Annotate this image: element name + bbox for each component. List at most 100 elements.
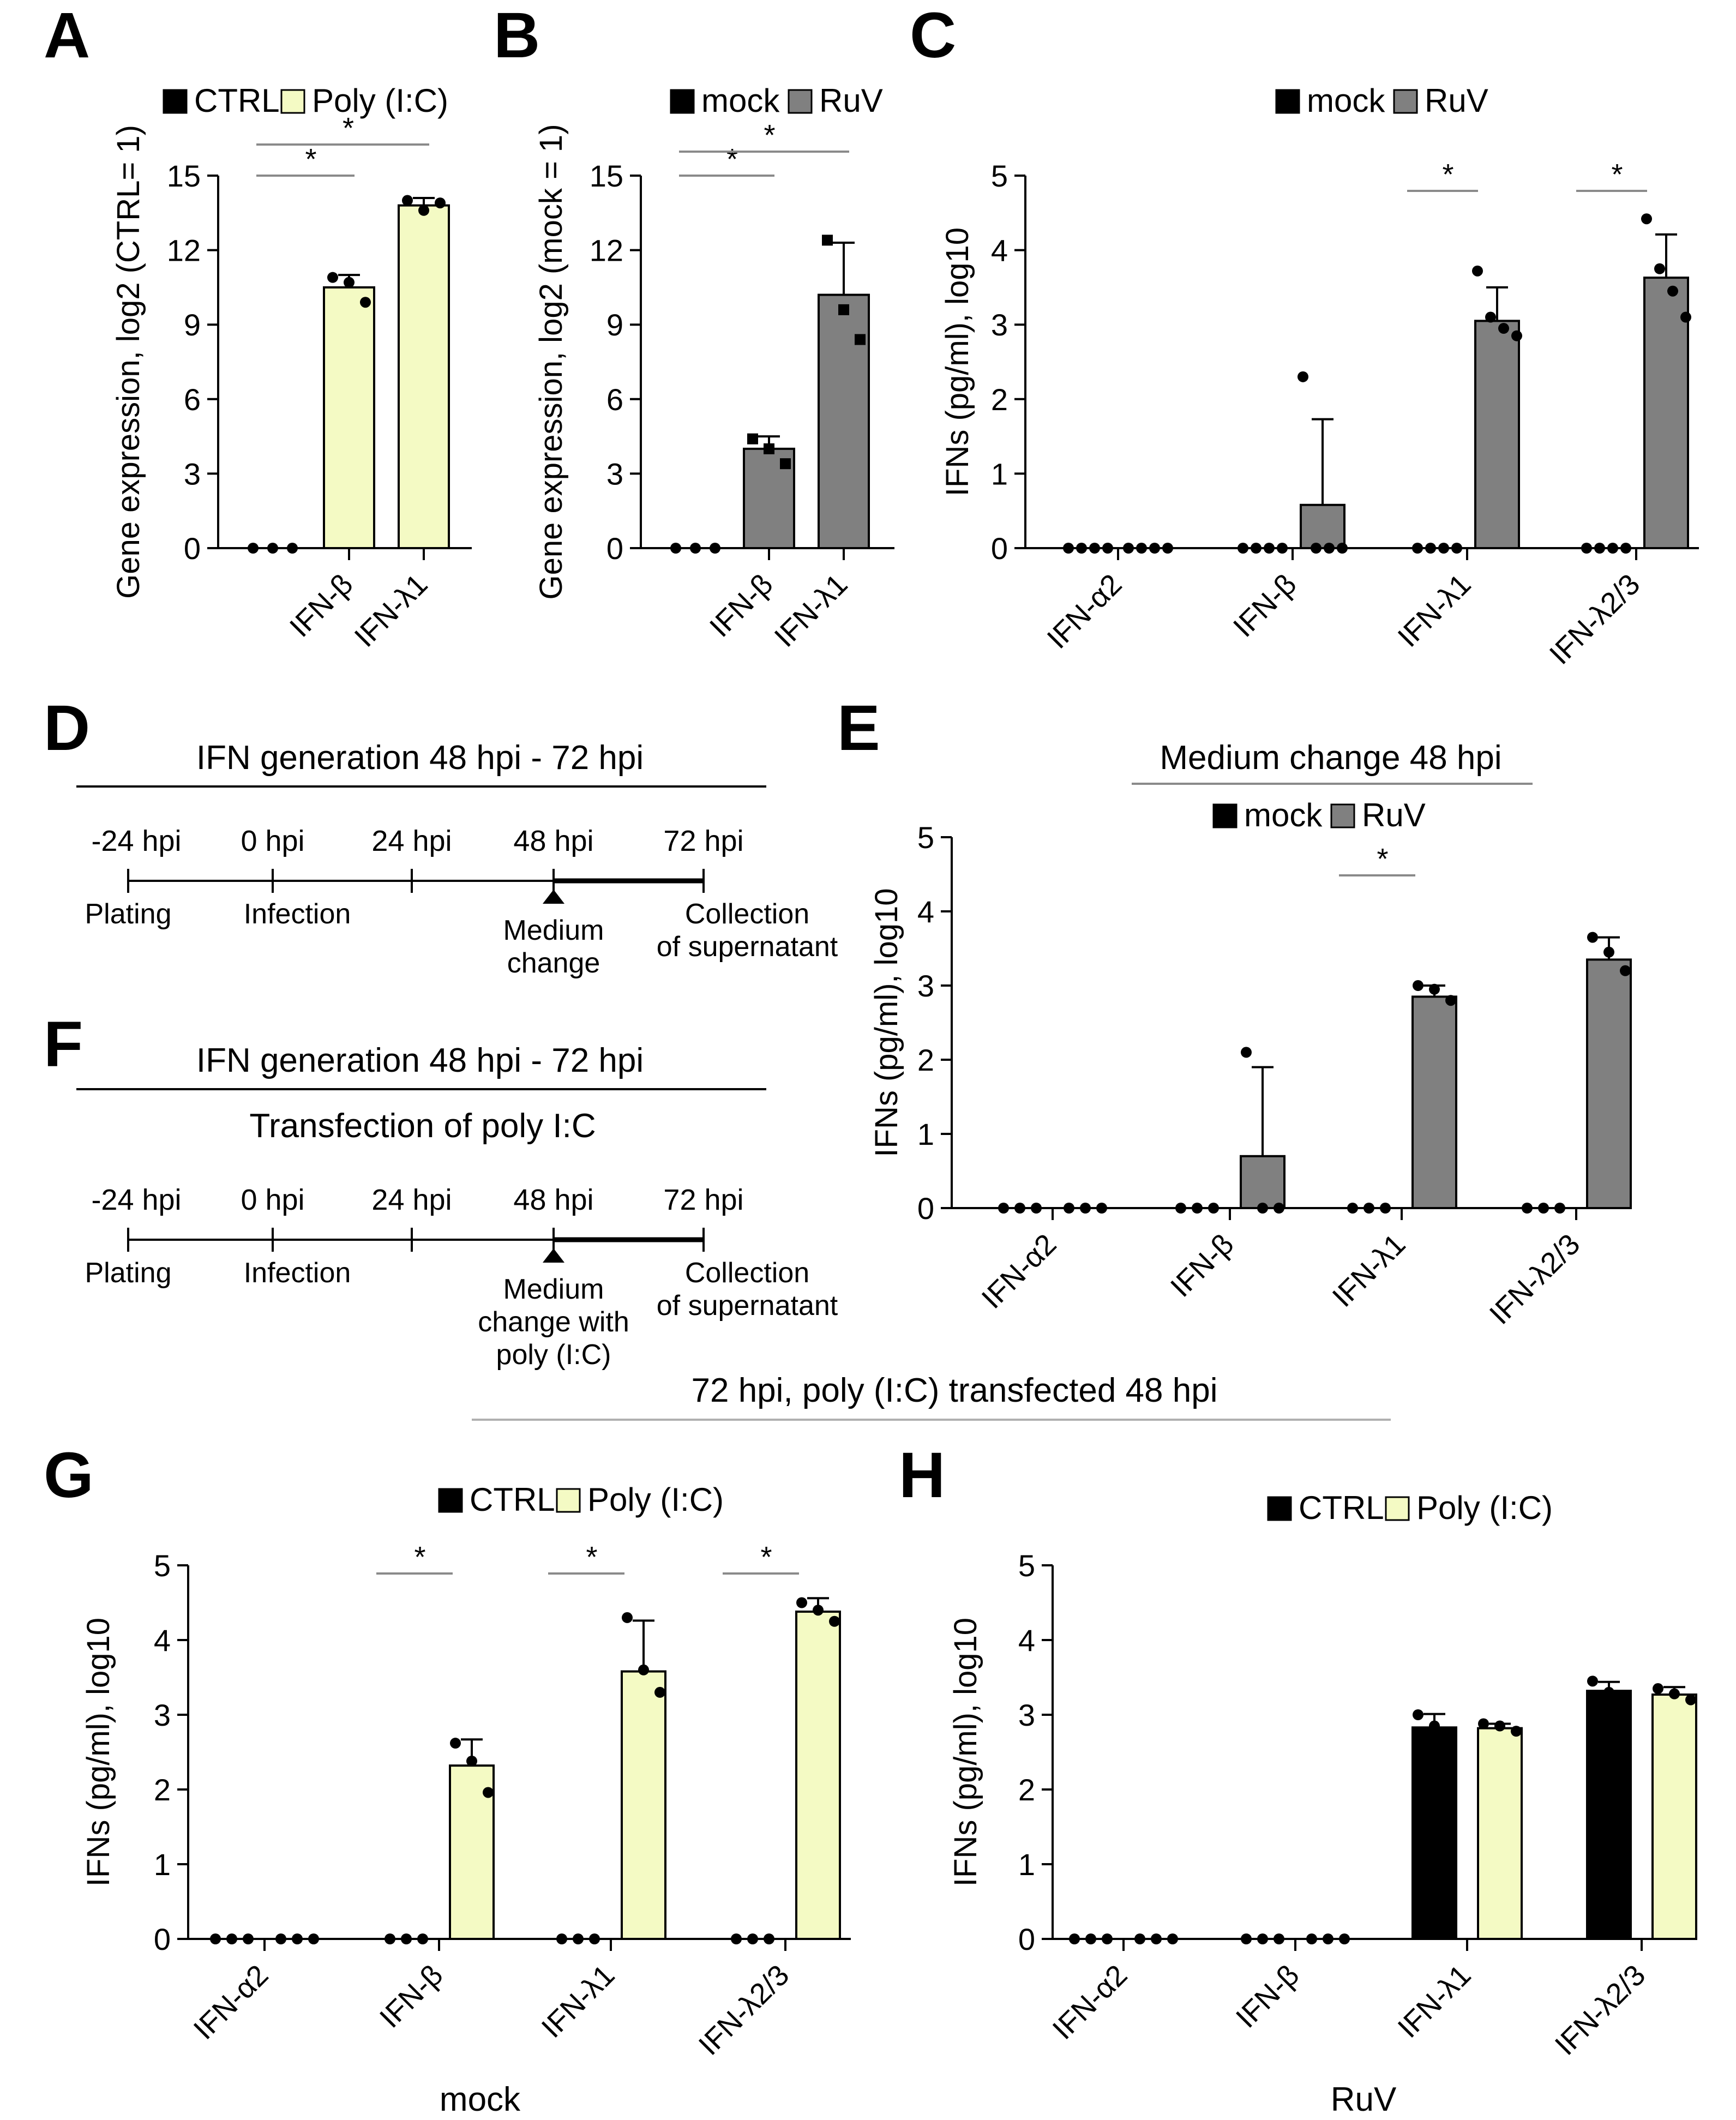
chart-G-legend-label-1: Poly (I:C)	[587, 1481, 724, 1518]
data-point	[1380, 1203, 1391, 1214]
data-point	[1653, 1683, 1663, 1695]
x-tick-label: IFN-β	[704, 568, 779, 644]
bar-E-1-3	[1586, 958, 1632, 1210]
y-axis-label: IFNs (pg/ml), log10	[81, 1618, 116, 1887]
y-tick-label: 3	[917, 969, 934, 1003]
y-axis-label: IFNs (pg/ml), log10	[869, 888, 904, 1157]
bar-E-1-2	[1411, 995, 1457, 1210]
data-point	[1298, 371, 1308, 382]
x-tick-label: IFN-λ2/3	[1549, 1959, 1652, 2062]
y-tick-label: 0	[917, 1191, 934, 1226]
diagram-D-tick-label: 48 hpi	[513, 825, 593, 857]
triangle-marker-icon	[543, 1248, 564, 1263]
data-point	[1485, 311, 1496, 323]
data-point	[589, 1933, 600, 1944]
diagram-D-tick-label: 24 hpi	[371, 825, 452, 857]
data-point	[1102, 543, 1113, 554]
x-axis-label: RuV	[1331, 2081, 1397, 2118]
y-tick-label: 12	[167, 233, 201, 268]
y-tick-label: 4	[917, 894, 934, 929]
diagram-D-title: IFN generation 48 hpi - 72 hpi	[196, 739, 644, 777]
bar-C-1-2	[1474, 320, 1520, 549]
chart-H-legend-label-0: CTRL	[1299, 1490, 1384, 1526]
data-point	[1445, 1730, 1456, 1741]
bar-C-1-1	[1300, 503, 1345, 549]
data-point	[1264, 543, 1275, 554]
chart-A-legend-swatch-0	[163, 89, 188, 114]
data-point	[417, 1933, 428, 1944]
y-tick-label: 1	[1018, 1847, 1035, 1882]
data-point	[1429, 983, 1440, 995]
data-point	[1311, 543, 1321, 554]
data-point	[1274, 1933, 1284, 1944]
data-point	[1669, 1688, 1680, 1699]
data-point	[1603, 946, 1614, 958]
data-point	[1587, 932, 1598, 943]
diagram-F-subtitle: Transfection of poly I:C	[249, 1107, 596, 1145]
chart-C: 0 1 2 3 4 5 IFNs (pg/ml), log10 mock RuV IFN-α2 IF…	[940, 82, 1699, 671]
data-point-control	[267, 543, 278, 554]
data-point-control	[287, 543, 298, 554]
chart-G-legend-swatch-0	[438, 1488, 463, 1513]
data-point	[1238, 543, 1248, 554]
data-point	[327, 272, 338, 283]
diagram-D-event-label: Collection	[685, 898, 809, 930]
x-tick-label: IFN-λ1	[768, 568, 854, 653]
diagram-F-tick-label: -24 hpi	[91, 1184, 181, 1216]
y-tick-label: 2	[991, 382, 1008, 417]
data-point	[1620, 1690, 1631, 1702]
x-tick-label: IFN-β	[374, 1959, 449, 2034]
data-point	[1581, 543, 1592, 554]
chart-B-legend-label-0: mock	[701, 82, 780, 119]
data-point	[780, 458, 791, 470]
diagram-D-event-label: Plating	[85, 898, 172, 930]
data-point	[1076, 543, 1087, 554]
data-point	[1413, 1709, 1423, 1720]
data-point	[1654, 263, 1665, 274]
chart-C-legend-label-0: mock	[1307, 82, 1385, 119]
y-tick-label: 1	[991, 457, 1008, 491]
panel-label-E: E	[837, 692, 880, 764]
data-point	[1667, 285, 1678, 297]
diagram-D-event-label: Medium	[503, 915, 604, 946]
y-tick-label: 1	[917, 1117, 934, 1151]
diagram-F-event-label: Medium	[503, 1274, 604, 1305]
data-point	[1241, 1047, 1252, 1058]
data-point	[360, 297, 371, 308]
chart-B-legend-swatch-0	[670, 89, 695, 114]
diagram-F-tick-label: 48 hpi	[513, 1184, 593, 1216]
data-point-control	[710, 543, 720, 554]
y-axis-label: Gene expression, log2 (CTRL= 1)	[111, 125, 146, 599]
chart-H-legend-swatch-0	[1267, 1496, 1292, 1521]
chart-C-legend-label-1: RuV	[1425, 82, 1488, 119]
data-point	[1175, 1203, 1186, 1214]
chart-A-legend-label-0: CTRL	[194, 82, 280, 119]
data-point	[1685, 1694, 1696, 1705]
y-axis-label: IFNs (pg/ml), log10	[948, 1618, 983, 1887]
data-point	[822, 235, 833, 246]
data-point	[1554, 1203, 1565, 1214]
data-point	[1538, 1203, 1549, 1214]
data-point	[1136, 543, 1147, 554]
data-point	[1014, 1203, 1025, 1214]
x-axis-label: mock	[440, 2081, 521, 2118]
y-tick-label: 2	[917, 1043, 934, 1077]
y-tick-label: 3	[606, 457, 623, 491]
y-tick-label: 4	[154, 1623, 171, 1657]
data-point	[418, 205, 429, 216]
data-point	[1162, 543, 1173, 554]
data-point	[1208, 1203, 1219, 1214]
data-point	[1102, 1933, 1113, 1944]
data-point	[1620, 965, 1631, 976]
x-tick-label: IFN-λ1	[349, 568, 434, 653]
data-point-control	[248, 543, 259, 554]
y-tick-label: 6	[606, 382, 623, 417]
y-tick-label: 0	[991, 531, 1008, 566]
data-point	[450, 1738, 461, 1749]
diagram-F-event-label: Infection	[244, 1257, 351, 1289]
chart-E-legend-label-0: mock	[1244, 797, 1323, 833]
y-tick-label: 9	[184, 308, 201, 342]
data-point	[1069, 1933, 1080, 1944]
chart-G-title: 72 hpi, poly (I:C) transfected 48 hpi	[692, 1372, 1218, 1409]
